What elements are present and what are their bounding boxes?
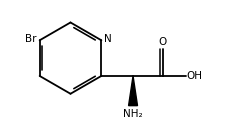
- Text: OH: OH: [186, 71, 203, 81]
- Text: Br: Br: [25, 34, 37, 44]
- Polygon shape: [129, 76, 138, 106]
- Text: O: O: [159, 37, 167, 47]
- Text: N: N: [104, 34, 112, 44]
- Text: NH₂: NH₂: [123, 109, 143, 119]
